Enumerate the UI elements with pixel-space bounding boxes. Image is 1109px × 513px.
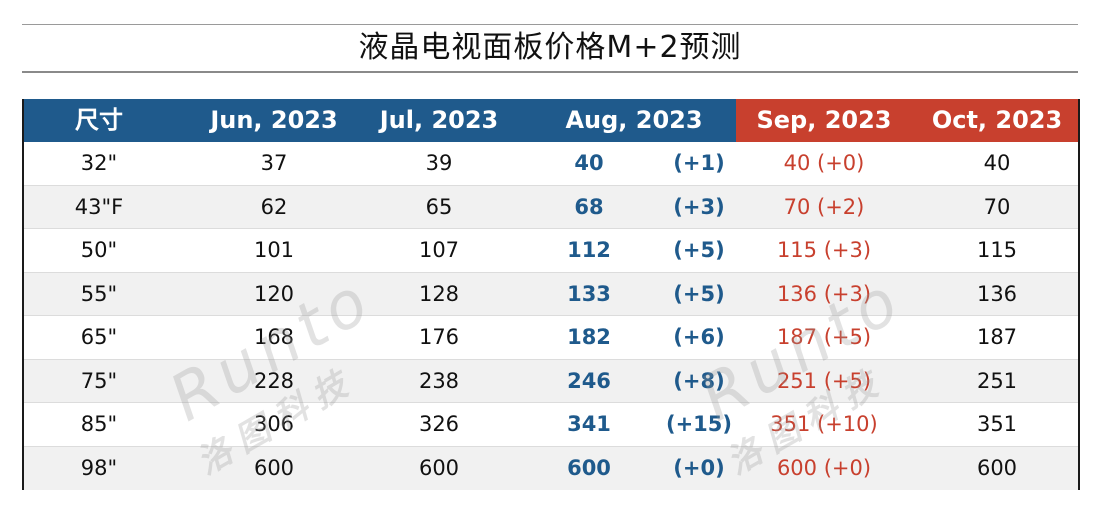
cell-oct: 187 [976,325,1018,349]
header-jun: Jun, 2023 [210,106,338,134]
cell-aug-delta: (+3) [673,194,725,219]
cell-aug-delta: (+15) [665,412,732,436]
table-row: 85" 306 326 341 (+15) 351 (+10) 351 [24,403,1078,447]
row-divider [24,445,1078,447]
cell-aug: 133 [567,281,611,306]
table-row: 43"F 62 65 68 (+3) 70 (+2) 70 [24,185,1078,229]
cell-size: 50" [80,238,118,262]
cell-oct: 251 [976,368,1018,393]
cell-jun: 168 [253,325,295,349]
cell-sep: 351 (+10) [770,412,878,436]
table-row: 50" 101 107 112 (+5) 115 (+3) 115 [24,229,1078,273]
table-row: 65" 168 176 182 (+6) 187 (+5) 187 [24,316,1078,360]
cell-jul: 128 [418,281,460,306]
cell-jul: 238 [418,368,460,393]
title-top-rule [22,24,1078,25]
cell-aug: 600 [567,455,611,480]
header-oct: Oct, 2023 [931,106,1063,134]
cell-oct: 136 [976,281,1018,306]
cell-sep: 40 (+0) [783,151,865,175]
row-divider [24,402,1078,403]
cell-sep: 187 (+5) [776,325,872,349]
table-row: 32" 37 39 40 (+1) 40 (+0) 40 [24,142,1078,186]
cell-size: 32" [80,151,118,175]
cell-size: 55" [80,281,118,306]
cell-size: 85" [80,412,118,436]
cell-jul: 107 [418,238,460,262]
header-aug: Aug, 2023 [565,106,703,134]
header-band-red [736,99,1078,142]
cell-aug: 182 [567,325,611,349]
cell-oct: 115 [976,238,1018,262]
cell-size: 75" [80,368,118,393]
cell-aug-delta: (+8) [673,368,725,393]
cell-aug-delta: (+1) [673,151,725,175]
cell-aug-delta: (+5) [673,238,725,262]
cell-jul: 600 [418,455,460,480]
cell-oct: 600 [976,455,1018,480]
table-row: 98" 600 600 600 (+0) 600 (+0) 600 [24,446,1078,490]
cell-jun: 120 [253,281,295,306]
cell-jun: 62 [260,194,288,219]
cell-size: 43"F [74,194,124,219]
cell-jun: 37 [260,151,288,175]
header-size: 尺寸 [75,106,123,134]
cell-oct: 70 [983,194,1011,219]
cell-jul: 65 [425,194,453,219]
price-table: 尺寸 Jun, 2023 Jul, 2023 Aug, 2023 Sep, 20… [22,99,1080,490]
cell-aug: 68 [574,194,604,219]
cell-jul: 326 [418,412,460,436]
cell-sep: 70 (+2) [783,194,865,219]
cell-aug: 341 [567,412,611,436]
cell-aug: 246 [567,368,611,393]
cell-sep: 251 (+5) [776,368,872,393]
cell-oct: 40 [983,151,1011,175]
cell-oct: 351 [976,412,1018,436]
cell-sep: 136 (+3) [776,281,872,306]
table-row: 75" 228 238 246 (+8) 251 (+5) 251 [24,359,1078,403]
cell-jun: 306 [253,412,295,436]
cell-size: 65" [80,325,118,349]
row-divider [24,271,1078,273]
cell-aug-delta: (+0) [673,455,725,480]
cell-size: 98" [80,455,118,480]
header-band-blue [24,99,736,142]
cell-aug-delta: (+5) [673,281,725,306]
row-divider [24,228,1078,229]
row-divider [24,358,1078,360]
title-bottom-rule [22,71,1078,73]
cell-sep: 115 (+3) [776,238,872,262]
cell-sep: 600 (+0) [776,455,872,480]
page-title: 液晶电视面板价格M+2预测 [358,30,742,65]
cell-jun: 228 [253,368,295,393]
cell-jul: 39 [425,151,453,175]
cell-aug: 112 [567,238,611,262]
row-divider [24,184,1078,186]
table-row: 55" 120 128 133 (+5) 136 (+3) 136 [24,272,1078,316]
cell-aug-delta: (+6) [673,325,725,349]
cell-jul: 176 [418,325,460,349]
header-jul: Jul, 2023 [379,106,499,134]
cell-aug: 40 [574,151,604,175]
header-sep: Sep, 2023 [756,106,892,134]
row-divider [24,315,1078,316]
cell-jun: 600 [253,455,295,480]
cell-jun: 101 [253,238,295,262]
